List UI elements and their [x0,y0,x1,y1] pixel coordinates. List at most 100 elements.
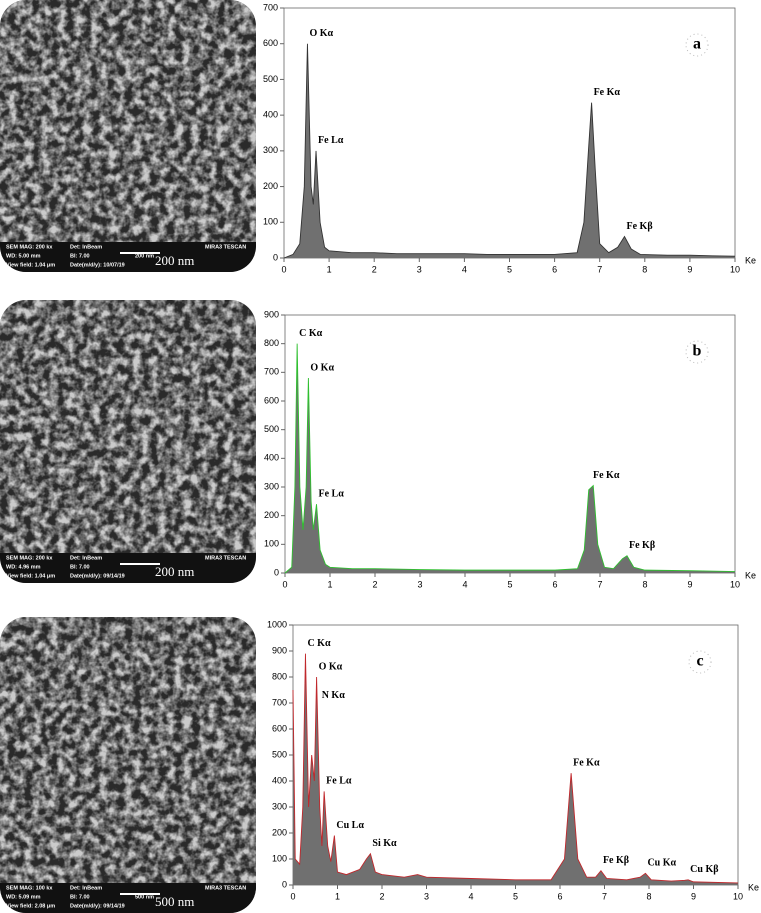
info-text: WD: 4.96 mm [6,564,41,570]
info-text: Date(m/d/y): 09/14/19 [70,573,125,579]
sem-texture [0,617,256,913]
x-tick-label: 6 [552,579,557,589]
x-tick-label: 9 [687,579,692,589]
y-tick-label: 0 [273,252,278,262]
peak-label: C Kα [299,328,323,339]
x-tick-label: 7 [597,264,602,274]
info-text: View field: 1.04 μm [6,573,55,579]
panel-label: b [693,343,702,360]
x-tick-label: 1 [335,891,340,901]
spectrum-line [292,653,739,884]
x-tick-label: 1 [327,579,332,589]
info-text: Date(m/d/y): 10/07/19 [70,262,125,268]
info-text: 500 nm [135,894,154,900]
panel-label: a [693,36,701,53]
y-tick-label: 600 [272,723,287,733]
sem-image: SEM MAG: 100 kx Det: InBeam MIRA3 TESCAN WD… [0,617,256,913]
scale-label: 200 nm [155,253,194,268]
x-tick-label: 7 [597,579,602,589]
y-tick-label: 400 [272,775,287,785]
peak-label: O Kα [309,28,333,39]
panel-badge [685,33,709,57]
y-tick-label: 300 [264,481,279,491]
x-tick-label: 10 [733,891,743,901]
info-bar [0,553,256,583]
plot-frame [292,624,739,886]
info-text: View field: 1.04 μm [6,262,55,268]
area-shade [284,43,735,258]
peak-label: Fe Kα [594,87,621,98]
panel-label: c [696,653,703,670]
x-tick-label: 0 [281,264,286,274]
scale-label: 200 nm [155,564,194,579]
x-tick-label: 10 [730,264,740,274]
sem-image: SEM MAG: 200 kx Det: InBeam MIRA3 TESCAN WD… [0,300,256,583]
y-tick-label: 600 [263,38,278,48]
peak-label: C Kα [307,638,331,649]
y-tick-label: 500 [263,74,278,84]
peak-label: O Kα [319,661,343,672]
info-text: View field: 2.08 μm [6,903,55,909]
y-tick-label: 700 [272,697,287,707]
y-tick-label: 100 [263,217,278,227]
info-text: Date(m/d/y): 09/14/19 [70,903,125,909]
y-tick-label: 800 [272,671,287,681]
info-text: Det: InBeam [70,244,102,250]
info-text: MIRA3 TESCAN [205,885,246,891]
y-tick-label: 700 [264,367,279,377]
peak-label: Cu Kα [647,858,676,869]
y-tick-label: 400 [264,453,279,463]
x-tick-label: 0 [282,579,287,589]
x-axis-label: Ke [745,255,756,265]
plot-frame [283,7,736,259]
peak-label: Fe Lα [319,488,345,499]
info-text: Det: InBeam [70,885,102,891]
x-tick-label: 3 [417,579,422,589]
area-shade [293,653,738,885]
scale-label: 500 nm [155,894,194,909]
peak-label: Cu Lα [336,820,364,831]
y-tick-label: 200 [264,510,279,520]
y-tick-label: 1000 [267,619,287,629]
y-tick-label: 500 [272,749,287,759]
x-tick-label: 0 [290,891,295,901]
x-tick-label: 6 [557,891,562,901]
x-tick-label: 3 [424,891,429,901]
y-tick-label: 700 [263,2,278,12]
y-tick-label: 100 [264,539,279,549]
panel-badge [685,340,709,364]
x-tick-label: 4 [468,891,473,901]
y-tick-label: 400 [263,110,278,120]
info-text: WD: 5.09 mm [6,894,41,900]
x-tick-label: 10 [730,579,740,589]
y-tick-label: 900 [264,309,279,319]
info-bar [0,883,256,913]
peak-label: Fe Kβ [603,855,629,866]
x-tick-label: 5 [507,579,512,589]
spectrum-line [283,43,736,259]
peak-label: Fe Kβ [627,221,653,232]
x-tick-label: 1 [327,264,332,274]
x-tick-label: 8 [642,579,647,589]
info-text: SEM MAG: 200 kx [6,555,53,561]
x-tick-label: 5 [513,891,518,901]
spectrum-line [284,343,736,574]
info-text: 200 nm [135,253,154,259]
info-text: SEM MAG: 100 kx [6,885,53,891]
y-tick-label: 200 [272,827,287,837]
sem-texture [0,0,256,272]
peak-label: Si Kα [372,838,397,849]
y-tick-label: 0 [282,879,287,889]
x-tick-label: 2 [372,264,377,274]
peak-label: Fe Lα [318,135,344,146]
info-text: BI: 7.00 [70,253,90,259]
y-tick-label: 600 [264,395,279,405]
x-tick-label: 7 [602,891,607,901]
peak-label: Cu Kβ [690,864,718,875]
peak-label: Fe Lα [326,776,352,787]
x-tick-label: 9 [691,891,696,901]
peak-label: Fe Kα [573,757,600,768]
x-axis-label: Ke [748,882,759,892]
y-tick-label: 0 [274,567,279,577]
